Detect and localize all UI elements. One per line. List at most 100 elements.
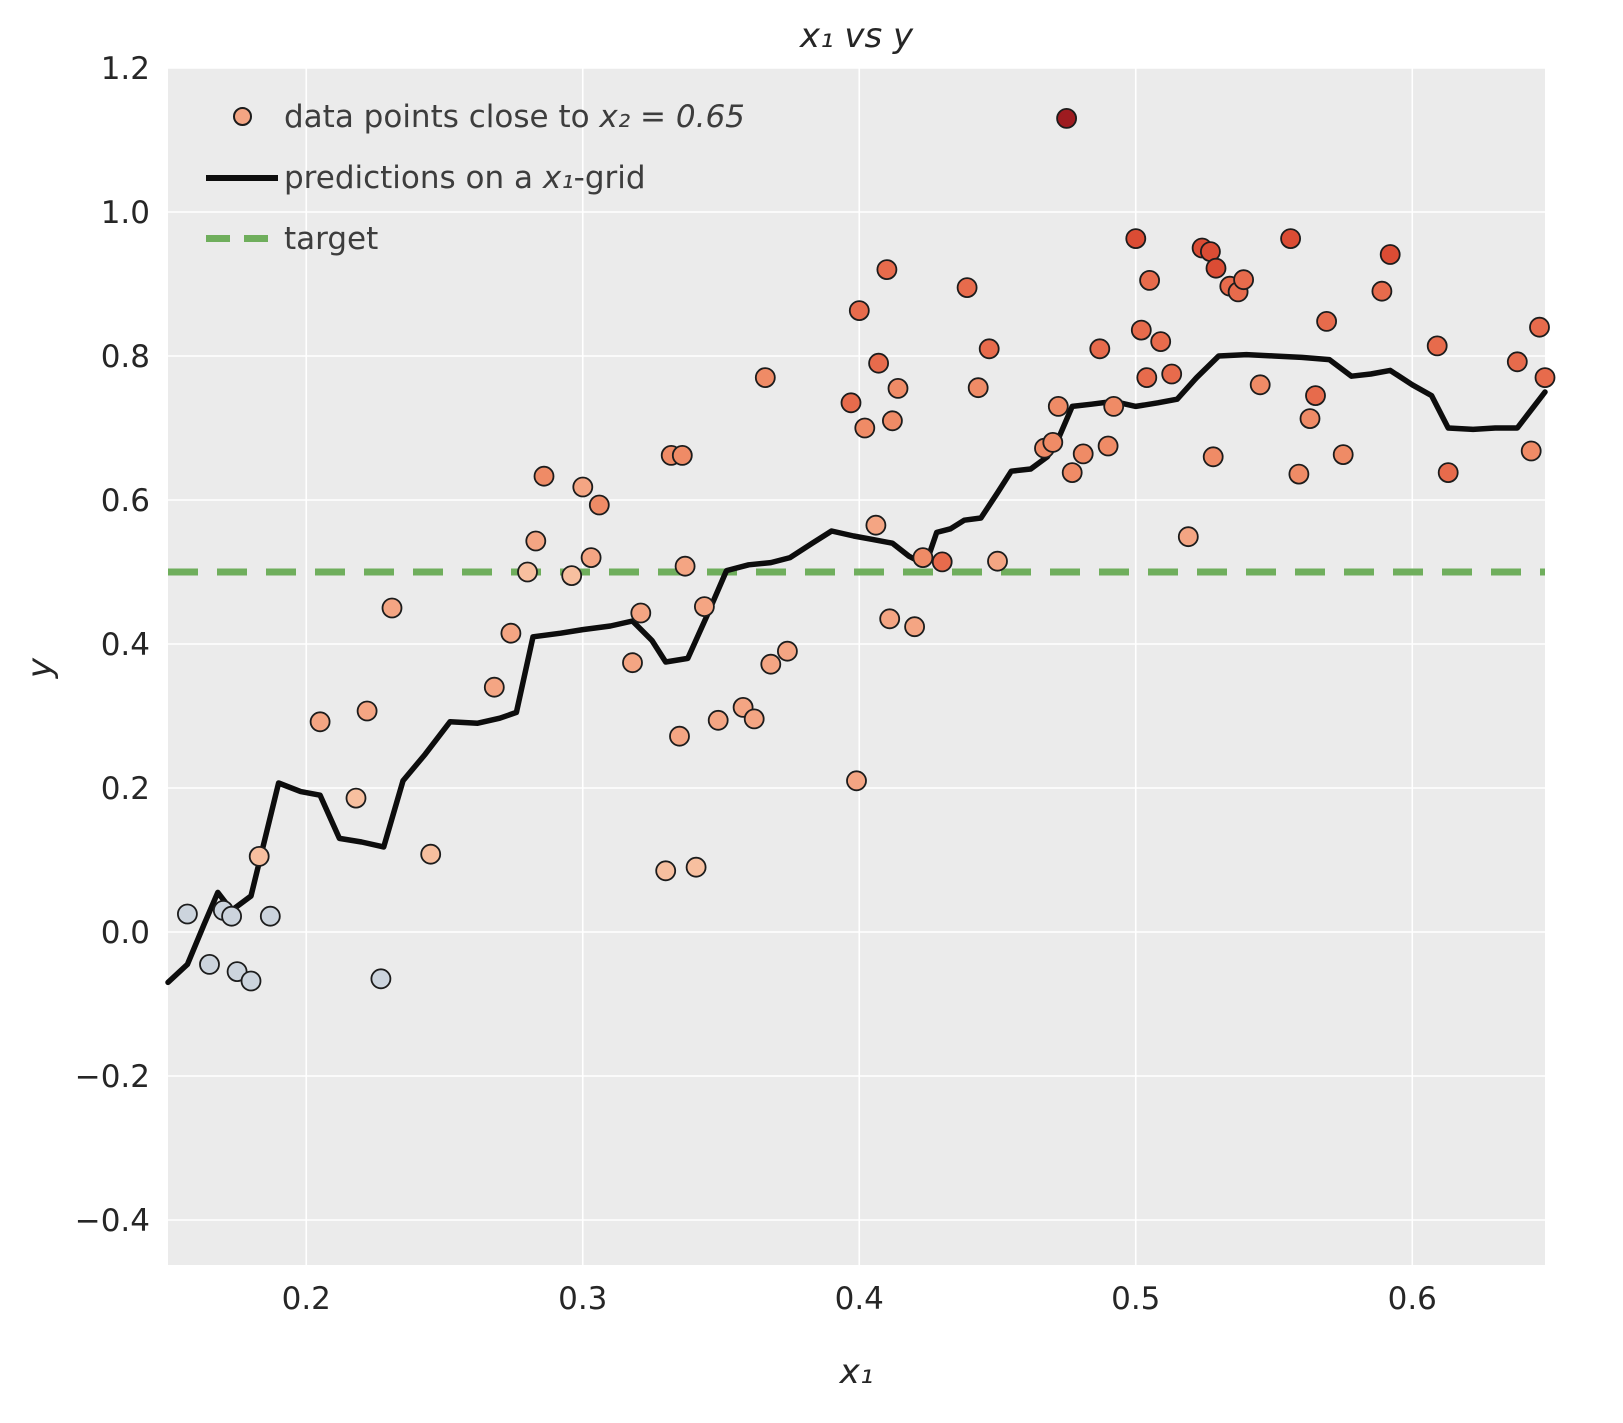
data-point	[1139, 269, 1160, 291]
data-point	[1072, 443, 1094, 465]
data-point	[865, 514, 887, 536]
data-point	[707, 709, 729, 731]
legend-item-predictions: predictions on a x₁-grid	[200, 147, 745, 208]
prediction-line	[165, 351, 1548, 986]
data-point	[588, 494, 610, 516]
data-point	[176, 903, 198, 925]
data-point	[854, 417, 876, 439]
data-point	[655, 860, 677, 882]
data-point	[370, 968, 392, 990]
chart-title: x₁ vs y	[799, 16, 914, 56]
data-point	[1061, 462, 1083, 484]
scatter-points	[176, 108, 1556, 992]
data-point	[483, 676, 505, 698]
data-point	[674, 555, 696, 577]
data-point	[309, 711, 331, 733]
data-point	[840, 392, 862, 414]
data-point	[572, 476, 594, 498]
data-point	[517, 561, 538, 583]
legend-label: data points close to x₂ = 0.65	[284, 98, 745, 135]
data-point	[1249, 374, 1271, 396]
data-point	[868, 352, 889, 374]
y-tick-label: 1.2	[101, 51, 150, 87]
data-point	[1520, 440, 1542, 462]
data-point	[694, 596, 715, 617]
x-tick-label: 0.6	[1388, 1281, 1437, 1317]
x-axis-label: x₁	[839, 1352, 874, 1392]
data-point	[561, 565, 583, 586]
data-point	[1177, 526, 1199, 548]
data-point	[1202, 446, 1224, 468]
data-point	[760, 653, 782, 675]
data-point	[1130, 319, 1152, 341]
data-point	[356, 700, 378, 722]
legend: data points close to x₂ = 0.65 predictio…	[200, 86, 745, 269]
data-point	[221, 905, 243, 927]
y-tick-label: −0.2	[75, 1059, 150, 1095]
data-point	[199, 954, 220, 975]
x-tick-label: 0.2	[282, 1281, 331, 1317]
data-point	[777, 640, 798, 662]
data-point	[931, 551, 953, 573]
tick-labels: 0.2 0.3 0.4 0.5 0.6 −0.4 −0.2 0.0 0.2 0.4 0.6 0.8 1.…	[75, 51, 1437, 1317]
data-point	[1097, 435, 1119, 457]
data-point	[1437, 462, 1459, 484]
data-point	[1103, 395, 1125, 417]
data-point	[525, 530, 547, 552]
data-point	[754, 367, 776, 389]
data-point	[622, 652, 643, 674]
data-point	[685, 856, 707, 878]
data-point	[1280, 228, 1301, 250]
data-point	[248, 846, 270, 867]
data-point	[879, 608, 901, 630]
data-point	[1150, 331, 1172, 353]
y-tick-label: 0.8	[101, 339, 150, 375]
data-point	[967, 377, 989, 399]
legend-label: predictions on a x₁-grid	[284, 159, 646, 196]
data-point	[1042, 431, 1064, 453]
data-point	[882, 410, 903, 432]
line-marker-icon	[206, 174, 278, 181]
y-axis-label: y	[20, 657, 60, 679]
legend-item-data-points: data points close to x₂ = 0.65	[200, 86, 745, 147]
data-point	[381, 597, 403, 619]
data-point	[846, 770, 867, 792]
legend-label: target	[284, 220, 379, 257]
data-point	[1305, 385, 1326, 407]
data-point	[669, 725, 690, 747]
gridlines	[168, 67, 1545, 1265]
dashed-line-marker-icon	[206, 235, 278, 242]
data-point	[1379, 244, 1401, 265]
data-point	[420, 843, 442, 865]
data-point	[987, 550, 1008, 572]
data-point	[1529, 316, 1550, 338]
data-point	[912, 547, 934, 568]
data-point	[887, 377, 909, 399]
data-point	[1205, 257, 1227, 279]
data-point	[345, 787, 367, 809]
data-point	[956, 277, 978, 299]
data-point	[1161, 363, 1183, 385]
data-point	[743, 708, 765, 730]
data-point	[240, 970, 262, 992]
data-point	[1233, 269, 1254, 291]
data-point	[1426, 335, 1448, 357]
data-point	[259, 905, 281, 927]
data-point	[1136, 367, 1158, 389]
y-tick-label: 0.0	[101, 915, 150, 951]
data-point	[1506, 351, 1528, 373]
y-tick-label: −0.4	[75, 1203, 150, 1239]
data-point	[1288, 463, 1310, 485]
data-point	[1089, 338, 1111, 360]
data-point	[671, 444, 693, 466]
data-point	[1047, 395, 1069, 417]
data-point	[580, 547, 602, 568]
y-tick-label: 1.0	[101, 195, 150, 231]
data-point	[500, 622, 522, 644]
x-tick-label: 0.5	[1111, 1281, 1160, 1317]
data-point	[1534, 367, 1556, 389]
data-point	[1316, 310, 1337, 332]
data-point	[904, 616, 925, 638]
x-tick-label: 0.4	[835, 1281, 884, 1317]
